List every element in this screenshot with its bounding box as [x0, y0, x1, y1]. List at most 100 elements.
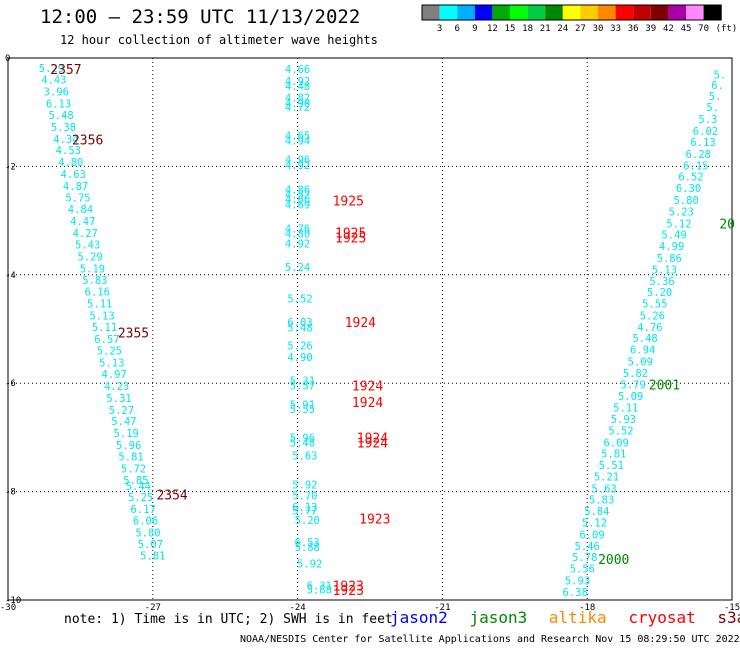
- wave-height-value: 4.69: [285, 199, 310, 211]
- wave-height-value: 4.96: [285, 154, 310, 166]
- plot-marks: 5.294.433.966.135.485.384.344.534.804.63…: [39, 63, 735, 599]
- wave-height-value: 5.25: [97, 346, 122, 358]
- colorbar-label: 9: [472, 24, 477, 34]
- wave-height-value: 6.17: [130, 504, 155, 516]
- wave-height-value: 4.65: [285, 131, 310, 143]
- wave-height-value: 4.90: [285, 98, 310, 110]
- x-tick-label: -30: [0, 603, 16, 613]
- wave-height-value: 5.11: [87, 299, 112, 311]
- wave-height-value: 5.88: [295, 542, 320, 554]
- wave-height-value: 6.13: [292, 502, 317, 514]
- colorbar-label: 15: [505, 24, 516, 34]
- wave-height-value: 4.63: [61, 169, 86, 181]
- x-tick-label: -15: [724, 603, 740, 613]
- wave-height-value: 5.07: [138, 539, 163, 551]
- wave-height-value: 5.31: [106, 393, 131, 405]
- colorbar-swatch: [545, 5, 563, 20]
- chart-title: 12:00 – 23:59 UTC 11/13/2022: [40, 6, 361, 28]
- colorbar-label: 70: [698, 24, 709, 34]
- footer-note: note: 1) Time is in UTC; 2) SWH is in fe…: [64, 612, 393, 627]
- colorbar-unit: (ft): [716, 24, 738, 34]
- time-label: 2357: [50, 63, 81, 78]
- wave-height-value: 5.81: [118, 451, 143, 463]
- satellite-legend: jason2 jason3 altika cryosat s3a: [390, 608, 740, 627]
- wave-height-value: 5.85: [123, 475, 148, 487]
- wave-height-value: 5.43: [75, 239, 100, 251]
- wave-height-value: 4.92: [285, 76, 310, 88]
- wave-height-value: 5.52: [287, 294, 312, 306]
- wave-height-value: 5.20: [647, 287, 672, 299]
- wave-height-value: 5.13: [99, 358, 124, 370]
- wave-height-value: 4.52: [285, 190, 310, 202]
- colorbar-swatch: [474, 5, 493, 20]
- y-tick-label: 0: [5, 54, 10, 64]
- wave-height-value: 5.26: [640, 310, 665, 322]
- wave-height-value: 4.23: [104, 381, 129, 393]
- wave-height-value: 5.80: [135, 527, 160, 539]
- legend-s3a: s3a: [717, 608, 740, 627]
- wave-height-value: 5.: [709, 91, 722, 103]
- y-tick-label: -8: [5, 488, 16, 498]
- colorbar-label: 42: [663, 24, 674, 34]
- colorbar-swatch: [668, 5, 686, 20]
- colorbar-swatch: [633, 5, 651, 20]
- wave-height-value: 5.93: [611, 414, 636, 426]
- y-tick-label: -2: [5, 162, 16, 172]
- legend-jason3: jason3: [469, 608, 528, 627]
- wave-height-value: 5.78: [572, 552, 597, 564]
- wave-height-value: 5.63: [292, 450, 317, 462]
- time-label: 1923: [333, 584, 364, 599]
- wave-height-value: 4.27: [73, 228, 98, 240]
- colorbar-frame: [421, 4, 722, 21]
- legend-jason2: jason2: [390, 608, 448, 627]
- wave-height-value: 5.25: [128, 492, 153, 504]
- wave-height-value: 5.48: [290, 437, 315, 449]
- wave-height-value: 5.75: [65, 192, 90, 204]
- time-label: 1924: [345, 316, 376, 331]
- wave-height-value: 4.80: [285, 229, 310, 241]
- wave-height-value: 5.13: [89, 310, 114, 322]
- colorbar-swatch: [422, 5, 440, 20]
- time-label: 1924: [352, 379, 383, 394]
- wave-height-value: 5.11: [613, 403, 638, 415]
- colorbar-label: 39: [645, 24, 656, 34]
- wave-height-value: 5.19: [114, 428, 139, 440]
- wave-height-value: 6.13: [46, 99, 71, 111]
- wave-height-value: 5.27: [109, 405, 134, 417]
- wave-height-value: 4.84: [68, 204, 93, 216]
- wave-height-value: 5.92: [297, 559, 322, 571]
- wave-height-value: 4.92: [285, 238, 310, 250]
- wave-height-value: 5.80: [673, 195, 698, 207]
- wave-height-value: 5.09: [618, 391, 643, 403]
- wave-height-value: 6.03: [287, 317, 312, 329]
- wave-height-value: 5.91: [290, 399, 315, 411]
- wave-height-value: 6.38: [562, 587, 587, 599]
- wave-height-value: 5.12: [666, 218, 691, 230]
- wave-height-value: 4.97: [102, 369, 127, 381]
- wave-height-value: 5.81: [601, 449, 626, 461]
- wave-height-value: 5.12: [582, 517, 607, 529]
- wave-height-value: 5.96: [290, 432, 315, 444]
- time-label: 20: [719, 217, 735, 232]
- wave-height-value: 4.47: [70, 216, 95, 228]
- wave-height-value: 5.11: [92, 322, 117, 334]
- colorbar-swatch: [580, 5, 598, 20]
- time-label: 1923: [333, 579, 364, 594]
- time-label: 2000: [598, 553, 629, 568]
- wave-height-value: 6.02: [693, 126, 718, 138]
- wave-height-value: 5.83: [589, 495, 614, 507]
- wave-height-value: 6.13: [690, 137, 715, 149]
- wave-height-value: 4.53: [56, 145, 81, 157]
- colorbar-swatch: [598, 5, 616, 20]
- legend-altika: altika: [548, 608, 607, 627]
- wave-height-value: 6.15: [683, 160, 708, 172]
- x-tick-label: -27: [145, 603, 161, 613]
- colorbar-swatch: [457, 5, 475, 20]
- wave-height-value: 5.48: [287, 322, 312, 334]
- time-label: 2001: [649, 378, 680, 393]
- wave-height-value: 4.90: [287, 352, 312, 364]
- wave-height-value: 5.93: [565, 575, 590, 587]
- colorbar-label: 27: [575, 24, 586, 34]
- time-label: 1924: [357, 431, 388, 446]
- wave-height-value: 6.28: [686, 149, 711, 161]
